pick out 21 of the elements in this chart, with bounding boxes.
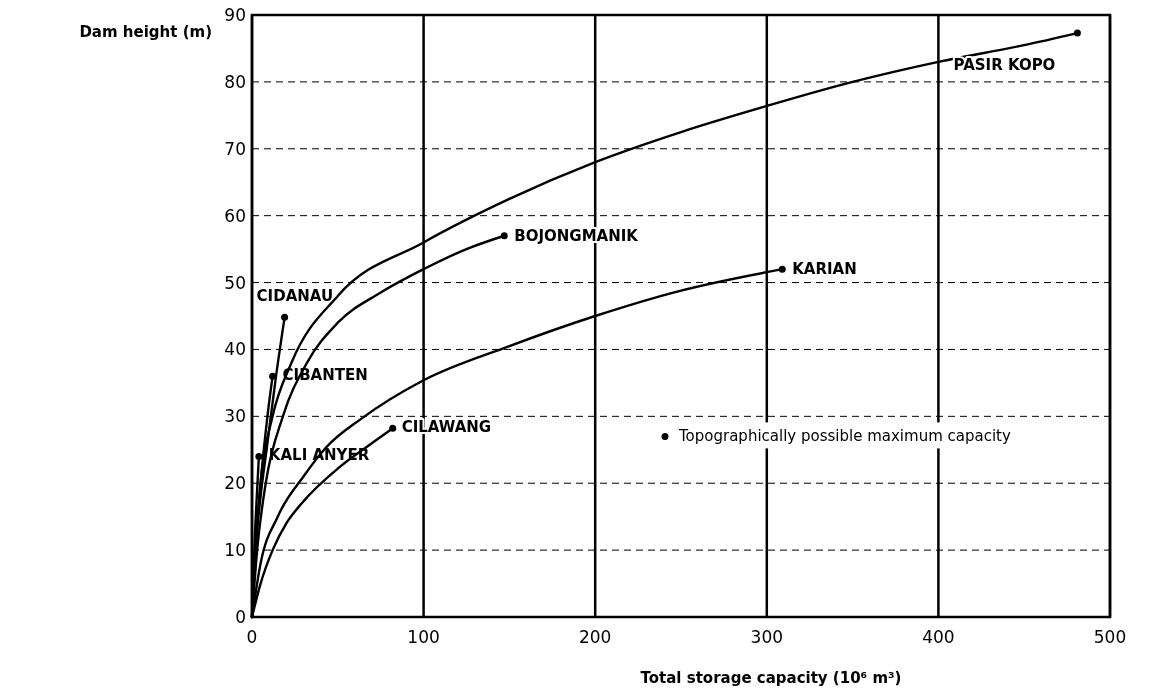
x-tick-label: 400 (922, 627, 955, 647)
x-axis-title: Total storage capacity (10⁶ m³) (640, 669, 902, 687)
x-tick-label: 200 (578, 627, 612, 647)
y-tick-label: 10 (224, 540, 246, 561)
y-tick-label: 0 (235, 607, 246, 627)
y-tick-label: 70 (224, 138, 246, 159)
y-tick-label: 80 (224, 71, 246, 92)
y-tick-label: 50 (224, 272, 246, 293)
legend-label: Topographically possible maximum capacity (678, 427, 1011, 446)
series-label: CIDANAU (256, 287, 334, 306)
x-tick-label: 500 (1093, 627, 1127, 647)
y-tick-label: 90 (224, 5, 246, 25)
y-tick-label: 40 (224, 339, 246, 360)
y-tick-label: 60 (224, 205, 246, 226)
series-label: KARIAN (792, 260, 857, 279)
y-axis-title: Dam height (m) (79, 23, 212, 41)
y-tick-label: 20 (224, 473, 246, 494)
y-tick-label: 30 (224, 406, 246, 427)
series-label: PASIR KOPO (953, 56, 1056, 75)
x-tick-label: 100 (407, 627, 440, 647)
x-tick-label: 300 (750, 627, 784, 647)
